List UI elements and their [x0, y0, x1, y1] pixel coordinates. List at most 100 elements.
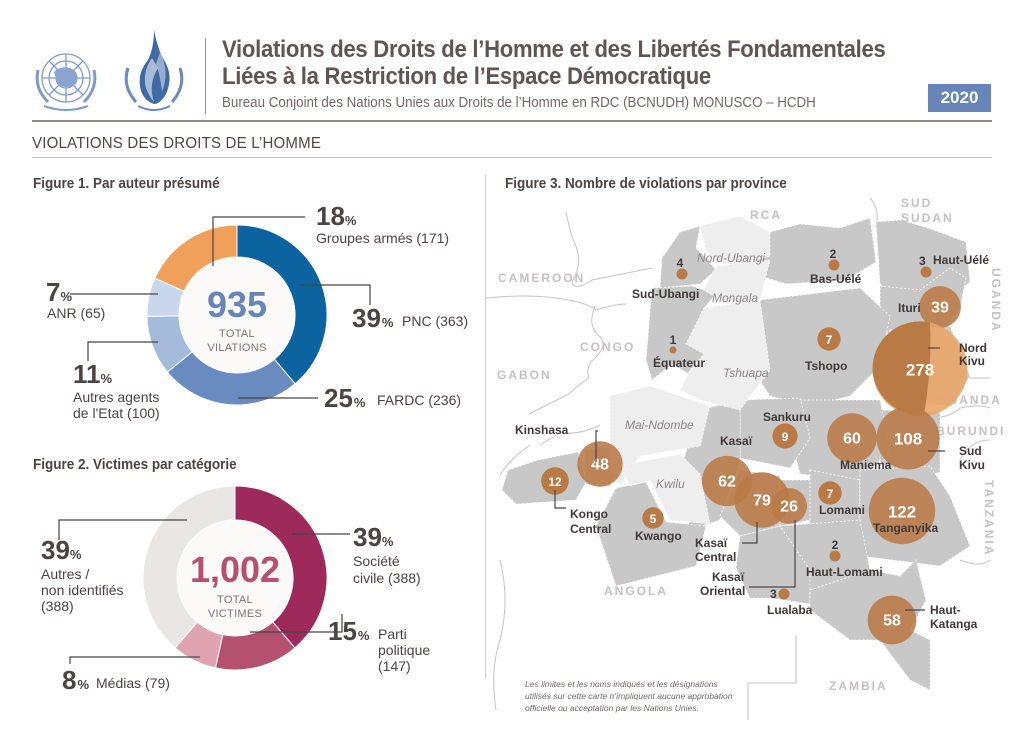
label-nord-kivu-2: Kivu [959, 354, 985, 368]
country-angola: ANGOLA [604, 584, 668, 598]
value-bas-uele: 2 [830, 247, 837, 261]
bubble-kasai-oriental [771, 488, 807, 524]
label-kwilu: Kwilu [656, 477, 685, 491]
label-pnc-pct: 39% [352, 303, 394, 333]
label-haut-katanga-2: Katanga [930, 617, 978, 631]
label-parti-politique-line2: politique [378, 642, 430, 658]
figure1-donut-chart: 935 TOTAL VILATIONS 18% Groupes armés (1… [46, 201, 468, 421]
map-disclaimer-line3: officielle ou acceptation par les Nation… [525, 703, 699, 713]
label-kongo-central-1: Kongo [570, 507, 608, 521]
label-fardc: FARDC (236) [377, 392, 461, 408]
label-autres-agents-line1: Autres agents [73, 389, 159, 405]
bubble-ituri [919, 286, 961, 328]
bubble-value-kongo-central: 12 [548, 475, 562, 489]
label-medias: Médias (79) [96, 675, 170, 691]
label-haut-lomami: Haut-Lomami [806, 565, 883, 579]
bubble-value-ituri: 39 [931, 300, 949, 317]
bubble-value-maniema: 60 [843, 431, 861, 448]
label-anr-pct: 7% [46, 277, 72, 307]
donut1-total-label-2: VILATIONS [207, 342, 266, 354]
header-rule [32, 120, 992, 122]
value-sud-ubangi: 4 [677, 256, 684, 270]
bubble-value-sud-kivu: 108 [894, 430, 922, 449]
bubble-equateur [669, 346, 677, 354]
province-shape-tshuapa [679, 299, 771, 411]
bubble-haut-uele [920, 266, 932, 278]
country-rca: RCA [750, 208, 782, 222]
bubble-value-haut-katanga: 58 [883, 613, 901, 630]
donut2-slices [142, 485, 328, 671]
country-congo: CONGO [580, 340, 635, 354]
label-nord-ubangi: Nord-Ubangi [697, 251, 765, 265]
label-ituri: Ituri [898, 301, 921, 315]
label-equateur: Équateur [653, 355, 705, 370]
figure2-donut-chart: 1,002 TOTAL VICTIMES 39% Autres / non id… [41, 485, 430, 695]
label-societe-civile-line1: Société [353, 553, 400, 569]
label-autres-agents-pct: 11% [73, 359, 113, 389]
donut2-total-value: 1,002 [190, 549, 280, 590]
province-shape-kwilu [619, 453, 711, 525]
provinces-without-data [609, 215, 771, 525]
bubble-kinshasa [577, 441, 623, 487]
bubble-value-lomami: 7 [827, 487, 834, 501]
label-parti-politique-line1: Parti [378, 626, 407, 642]
leader-autres-agents [87, 341, 158, 361]
bubble-value-kasai-oriental: 26 [780, 499, 798, 516]
bubble-value-nord-kivu: 278 [906, 361, 934, 380]
province-shape-lualaba [735, 525, 811, 605]
label-haut-uele: Haut-Uélé [933, 253, 989, 267]
value-equateur: 1 [670, 333, 677, 347]
donut1-total-value: 935 [207, 284, 267, 325]
country-cameroon: CAMEROON [498, 271, 585, 285]
label-medias-pct: 8% [62, 665, 89, 695]
donut1-hole [179, 257, 295, 373]
figure3-title: Figure 3. Nombre de violations par provi… [505, 176, 787, 192]
bubble-tanganyika [868, 477, 936, 545]
bubble-sankuru [772, 423, 798, 449]
country-zambia: ZAMBIA [829, 679, 888, 693]
label-parti-politique-line3: (147) [378, 658, 411, 674]
label-mongala: Mongala [712, 291, 758, 305]
value-haut-lomami: 2 [832, 538, 839, 552]
bubble-value-kinshasa: 48 [591, 457, 609, 474]
label-sankuru: Sankuru [763, 410, 811, 424]
figure2-title: Figure 2. Victimes par catégorie [33, 457, 237, 473]
label-groupes-armes: Groupes armés (171) [316, 230, 449, 246]
label-bas-uele: Bas-Uélé [810, 272, 862, 286]
donut2-total-label-1: TOTAL [217, 594, 253, 606]
leader-kinshasa [595, 430, 598, 462]
map-disclaimer-line2: utilisés sur cette carte n’impliquent au… [525, 691, 733, 701]
country-gabon: GABON [497, 368, 552, 382]
label-kasai-oriental-1: Kasaï [712, 570, 745, 584]
label-sud-ubangi: Sud-Ubangi [632, 287, 699, 301]
country-uganda: UGANDA [989, 268, 1003, 333]
label-kasai-central-1: Kasaï [695, 536, 728, 550]
figure1-title: Figure 1. Par auteur présumé [33, 176, 220, 192]
label-haut-katanga-1: Haut- [930, 603, 961, 617]
section-rule [32, 157, 992, 158]
bubble-value-kasai: 62 [718, 474, 736, 491]
bubble-lualaba [778, 588, 790, 600]
leader-pnc [300, 284, 371, 305]
label-tanganyika: Tanganyika [873, 521, 938, 535]
province-shape-tshopo [749, 287, 891, 407]
header-divider [205, 38, 206, 114]
label-kasai: Kasaï [720, 434, 753, 448]
label-sud-kivu-2: Kivu [959, 458, 985, 472]
leader-medias [69, 656, 200, 664]
value-lualaba: 3 [770, 587, 777, 601]
label-autres-line1: Autres / [41, 566, 89, 582]
label-nord-kivu-1: Nord [959, 341, 987, 355]
donut2-hole [177, 520, 293, 636]
section-title: VIOLATIONS DES DROITS DE L’HOMME [32, 135, 322, 152]
leader-groupes-armes [212, 216, 305, 266]
province-shape-nord-ubangi [699, 215, 771, 267]
label-sud-kivu-1: Sud [959, 444, 982, 458]
logos [35, 30, 184, 111]
label-societe-civile-line2: civile (388) [353, 570, 421, 586]
label-tshuapa: Tshuapa [723, 366, 769, 380]
label-fardc-pct: 25% [324, 383, 366, 413]
country-tanzania: TANZANIA [982, 480, 996, 556]
bubble-value-kwango: 5 [650, 512, 657, 526]
bubble-value-kasai-central: 79 [753, 493, 771, 510]
